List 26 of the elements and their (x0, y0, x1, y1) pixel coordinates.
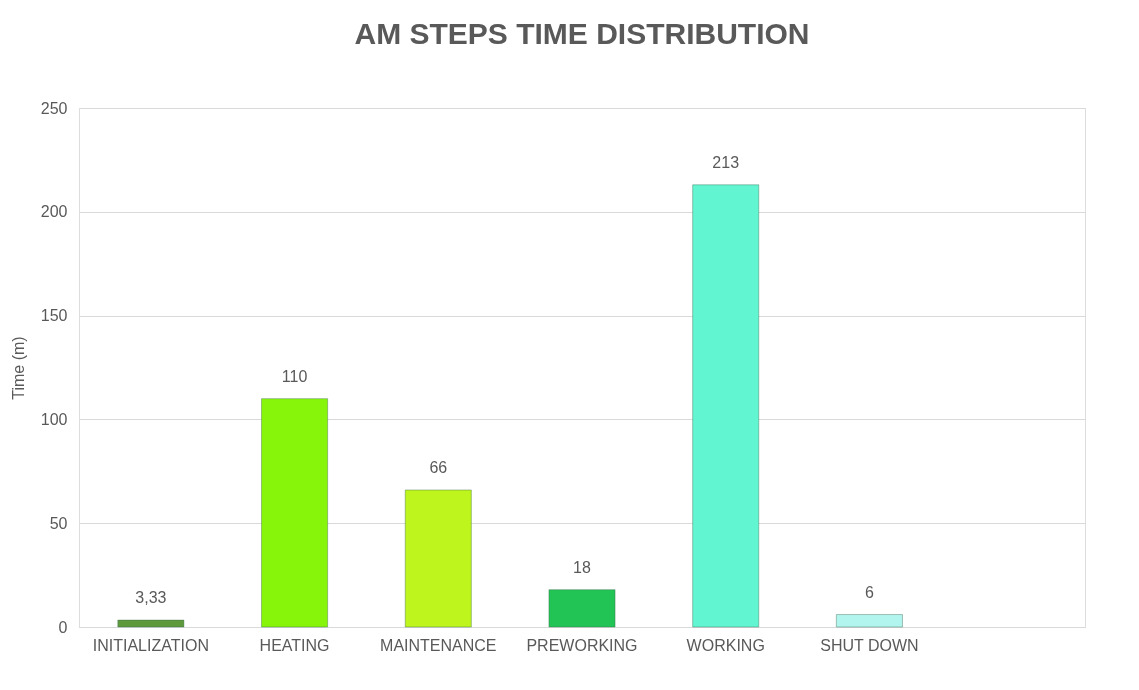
y-tick-label: 250 (40, 99, 68, 117)
x-tick-label: WORKING (686, 636, 765, 654)
data-label: 6 (864, 583, 874, 601)
x-tick-label: PREWORKING (526, 636, 638, 654)
data-label: 110 (281, 367, 308, 385)
bar (835, 614, 903, 628)
y-tick-label: 50 (49, 514, 68, 532)
x-tick-label: HEATING (259, 636, 330, 654)
bar (692, 184, 760, 628)
x-tick-label: MAINTENANCE (380, 636, 497, 654)
x-tick-label: INITIALIZATION (92, 636, 209, 654)
bar (404, 489, 472, 628)
y-axis-title: Time (m) (9, 336, 27, 400)
y-tick-label: 200 (40, 203, 68, 221)
data-label: 18 (573, 558, 591, 576)
y-tick-label: 0 (58, 618, 68, 636)
chart-title: AM STEPS TIME DISTRIBUTION (354, 17, 810, 50)
data-label: 66 (429, 458, 448, 476)
y-tick-label: 100 (40, 410, 68, 428)
x-tick-label: SHUT DOWN (820, 636, 919, 654)
data-label: 3,33 (135, 589, 167, 607)
bar (117, 619, 185, 628)
bar (261, 398, 329, 628)
bar (548, 589, 616, 628)
y-tick-label: 150 (40, 307, 68, 325)
data-label: 213 (712, 153, 740, 171)
